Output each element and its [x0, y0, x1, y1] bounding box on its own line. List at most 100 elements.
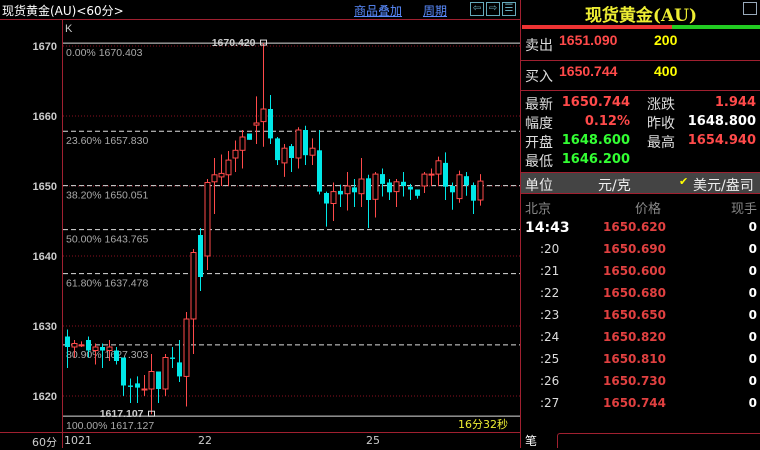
candle-body [106, 346, 113, 351]
candle-body [135, 383, 140, 388]
tick-row: :27 1650.744 0 [521, 393, 760, 415]
candle-body [401, 181, 406, 186]
tick-volume: 0 [748, 220, 757, 234]
y-tick-label: 1630 [33, 321, 57, 333]
tab-trades[interactable]: 笔 [525, 434, 538, 448]
tick-time: :20 [540, 242, 560, 256]
tick-row: :24 1650.820 0 [521, 327, 760, 349]
tick-price: 1650.730 [603, 374, 667, 388]
tick-volume: 0 [748, 352, 757, 366]
y-tick-label: 1620 [33, 391, 57, 403]
fib-label: 80.90% 1627.303 [66, 349, 148, 361]
tick-row: :23 1650.650 0 [521, 305, 760, 327]
candle-body [366, 178, 371, 200]
fib-label: 50.00% 1643.765 [66, 234, 148, 246]
tick-time: :27 [540, 396, 560, 410]
high-marker-icon [260, 39, 267, 46]
stat-value: 1654.940 [687, 133, 756, 148]
candlestick-chart[interactable]: 1670 1660 1650 1640 1630 1620 K 0.00% 1670.403 2… [0, 20, 520, 432]
candle-body [190, 252, 197, 320]
candle-body [380, 174, 385, 184]
col-time: 北京 [525, 202, 552, 217]
candle-body [295, 129, 302, 159]
candle-body [289, 146, 294, 158]
arrow-right-icon[interactable]: ⇨ [486, 2, 500, 16]
unit-cny-option[interactable]: 元/克 [598, 178, 631, 194]
period-link[interactable]: 周期 [423, 4, 448, 18]
stat-label: 最低 [525, 154, 553, 170]
col-price: 价格 [635, 202, 662, 217]
candle-body [65, 336, 70, 347]
tick-row: 14:43 1650.620 0 [521, 217, 760, 239]
stat-value: 1650.744 [561, 95, 630, 110]
stat-value: 0.12% [584, 114, 630, 129]
candle-body [71, 343, 78, 348]
candle-body [443, 162, 448, 187]
x-label: 22 [198, 434, 212, 447]
candle-body [183, 318, 190, 377]
tick-volume: 0 [748, 396, 757, 410]
stat-label: 涨跌 [647, 97, 675, 113]
tick-row: :25 1650.810 0 [521, 349, 760, 371]
candle-body [450, 186, 455, 193]
arrow-left-icon[interactable]: ⇦ [470, 2, 484, 16]
stat-value: 1648.600 [561, 133, 630, 148]
tick-volume: 0 [748, 242, 757, 256]
candle-body [141, 388, 148, 391]
stat-value: 1648.800 [687, 114, 756, 129]
unit-row: 单位 元/克 ✔ 美元/盎司 [521, 172, 760, 194]
candle-body [148, 371, 155, 390]
candle-body [177, 362, 182, 377]
sell-label: 卖出 [525, 38, 553, 54]
x-label: 25 [366, 434, 380, 447]
stat-label: 昨收 [647, 116, 675, 132]
tick-price: 1650.650 [603, 308, 667, 322]
fib-label: 0.00% 1670.403 [66, 47, 143, 59]
candle-body [86, 340, 91, 351]
candle-body [78, 344, 85, 347]
tick-time: :22 [540, 286, 560, 300]
tick-volume: 0 [748, 264, 757, 278]
maximize-icon[interactable] [743, 2, 757, 15]
unit-usd-option[interactable]: 美元/盎司 [693, 178, 754, 194]
candle-body [428, 173, 435, 176]
candle-body [268, 109, 273, 139]
candle-body [352, 187, 357, 193]
candle-body [309, 147, 316, 156]
buy-price: 1650.744 [559, 63, 618, 79]
low-marker-icon [148, 410, 155, 417]
tick-time: :26 [540, 374, 560, 388]
candle-body [324, 193, 329, 204]
candle-body [471, 185, 476, 201]
tick-time: :24 [540, 330, 560, 344]
quote-title: 现货黄金(AU) [584, 6, 698, 26]
tick-row: :22 1650.680 0 [521, 283, 760, 305]
stat-label: 最新 [525, 97, 553, 113]
period-label: 60分 [32, 436, 57, 449]
tick-row: :20 1650.690 0 [521, 239, 760, 261]
chart-toolbar: 现货黄金(AU)<60分> 商品叠加 周期 ⇦ ⇨ ☰ [0, 0, 520, 20]
candle-body [247, 133, 252, 140]
y-tick-label: 1650 [33, 181, 57, 193]
tick-price: 1650.600 [603, 264, 667, 278]
candle-body [338, 190, 343, 195]
tick-time: 14:43 [525, 220, 570, 236]
candle-body [239, 136, 246, 151]
candle-body [198, 235, 203, 277]
tick-price: 1650.680 [603, 286, 667, 300]
sell-price: 1651.090 [559, 32, 618, 48]
y-tick-label: 1660 [33, 111, 57, 123]
candle-body [330, 191, 337, 205]
tick-price: 1650.744 [603, 396, 667, 410]
candle-body [232, 149, 239, 159]
tick-time: :21 [540, 264, 560, 278]
candle-body [317, 150, 322, 192]
candle-body [121, 357, 126, 386]
layout-icon[interactable]: ☰ [502, 2, 516, 16]
candle-body [344, 185, 351, 195]
tick-price: 1650.810 [603, 352, 667, 366]
candle-body [156, 371, 161, 389]
candle-body [162, 357, 169, 390]
overlay-link[interactable]: 商品叠加 [354, 4, 403, 18]
unit-label: 单位 [525, 178, 553, 194]
